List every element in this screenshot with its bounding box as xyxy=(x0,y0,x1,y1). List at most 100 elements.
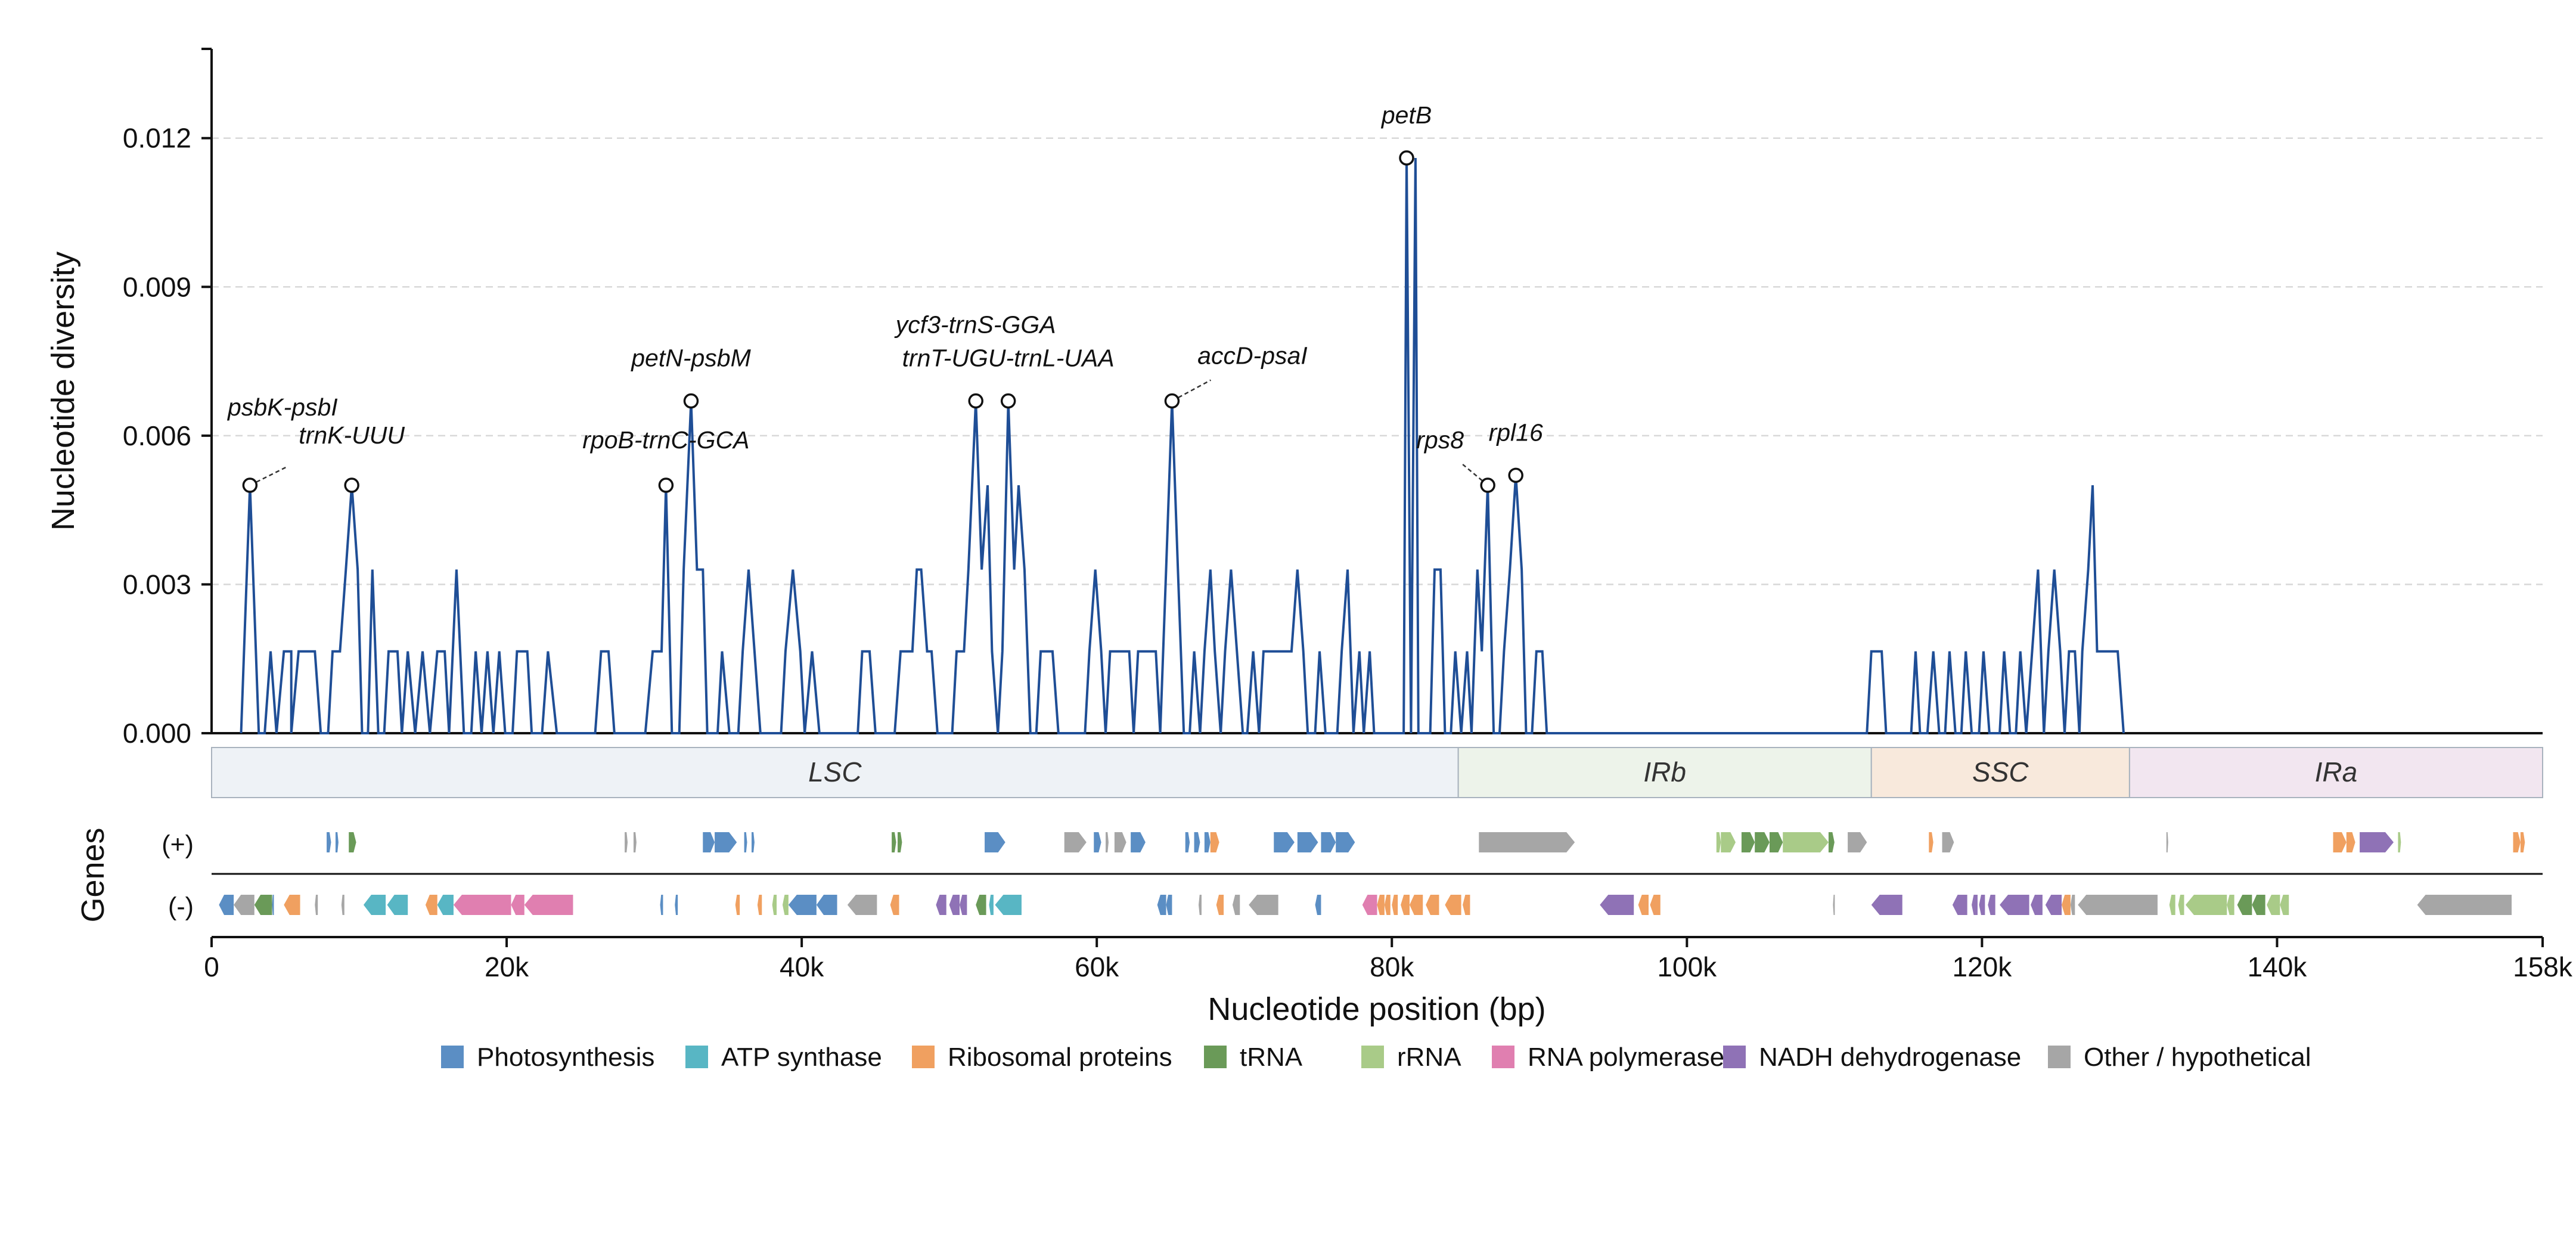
gene-arrow xyxy=(751,832,755,852)
legend-label: Photosynthesis xyxy=(477,1043,654,1072)
gene-arrow xyxy=(892,832,896,852)
peak-label: rps8 xyxy=(1416,426,1464,454)
peak-marker xyxy=(1000,393,1016,409)
gene-arrow xyxy=(715,832,737,852)
gene-arrow xyxy=(782,895,789,915)
gene-arrow xyxy=(363,895,386,915)
gene-arrow xyxy=(327,832,331,852)
x-ticks: 0 20k 40k 60k 80k 100k 120k 140k 158k xyxy=(204,937,2573,982)
gene-arrow xyxy=(1315,895,1321,915)
gene-arrow xyxy=(234,895,255,915)
gene-arrow xyxy=(660,895,663,915)
gene-arrow xyxy=(1828,832,1835,852)
x-tick-label: 40k xyxy=(780,951,824,982)
gene-arrow xyxy=(1106,832,1109,852)
gene-arrow xyxy=(2417,895,2512,915)
gene-arrow xyxy=(1972,895,1978,915)
plus-strand-label: (+) xyxy=(162,830,194,859)
gene-arrow xyxy=(1232,895,1240,915)
gene-arrow xyxy=(2045,895,2062,915)
legend-label: tRNA xyxy=(1240,1043,1303,1072)
gene-arrow xyxy=(2078,895,2158,915)
gene-arrow xyxy=(511,895,524,915)
gene-arrow xyxy=(816,895,837,915)
gene-arrow xyxy=(1479,832,1575,852)
gene-arrow xyxy=(1249,895,1278,915)
peak-label: ycf3-trnS-GGA xyxy=(894,311,1056,339)
gene-arrow xyxy=(524,895,573,915)
region-block xyxy=(1457,747,1872,798)
gene-arrow xyxy=(2252,895,2265,915)
gene-arrow xyxy=(625,832,628,852)
peak-marker xyxy=(968,393,983,409)
gene-arrow xyxy=(1741,832,1755,852)
minus-strand-label: (-) xyxy=(168,892,194,921)
gene-arrow xyxy=(437,895,454,915)
gene-arrow xyxy=(1721,832,1736,852)
x-tick-label: 158k xyxy=(2513,951,2573,982)
gene-arrow xyxy=(1638,895,1649,915)
legend-swatch xyxy=(2048,1046,2071,1068)
region-block xyxy=(211,747,1459,798)
gene-arrow xyxy=(2398,832,2401,852)
gene-arrow xyxy=(2185,895,2227,915)
region-label: IRa xyxy=(2315,756,2358,787)
region-label: LSC xyxy=(808,756,862,787)
legend-swatch xyxy=(441,1046,464,1068)
gene-arrow xyxy=(2070,895,2075,915)
gene-arrow xyxy=(2000,895,2029,915)
x-tick-label: 100k xyxy=(1657,951,1717,982)
legend-swatch xyxy=(685,1046,708,1068)
gene-arrow xyxy=(425,895,437,915)
legend-label: ATP synthase xyxy=(721,1043,882,1072)
y-ticks: 0.000 0.003 0.006 0.009 0.012 xyxy=(123,123,212,749)
gene-arrow xyxy=(1321,832,1336,852)
gene-arrow xyxy=(847,895,877,915)
gene-arrow xyxy=(335,832,339,852)
gene-arrow xyxy=(1166,895,1172,915)
gene-arrow xyxy=(2280,895,2289,915)
gene-arrow xyxy=(1988,895,1995,915)
gene-arrow xyxy=(744,832,747,852)
peak-label: petN-psbM xyxy=(630,345,751,372)
gene-arrow xyxy=(1377,895,1385,915)
gene-arrow xyxy=(1650,895,1661,915)
x-tick-label: 80k xyxy=(1370,951,1414,982)
gene-arrow xyxy=(1716,832,1721,852)
peak-marker xyxy=(658,477,674,493)
legend-label: Other / hypothetical xyxy=(2084,1043,2311,1072)
gene-arrow xyxy=(959,895,967,915)
gene-arrow xyxy=(788,895,817,915)
gene-arrow xyxy=(1131,832,1146,852)
gene-arrow xyxy=(1392,895,1398,915)
peak-marker xyxy=(1164,393,1180,409)
gene-arrow xyxy=(2031,895,2043,915)
gene-arrow xyxy=(349,832,356,852)
gene-arrow xyxy=(2178,895,2184,915)
gene-arrow xyxy=(772,895,777,915)
gene-arrow xyxy=(675,895,678,915)
y-tick-label: 0.003 xyxy=(123,569,191,600)
x-tick-label: 60k xyxy=(1075,951,1119,982)
legend-label: Ribosomal proteins xyxy=(948,1043,1172,1072)
peak-label: rpl16 xyxy=(1489,418,1543,446)
peak-marker xyxy=(1480,477,1495,493)
gene-arrow xyxy=(995,895,1022,915)
legend-label: rRNA xyxy=(1397,1043,1461,1072)
peak-label: petB xyxy=(1380,101,1432,129)
gene-arrow xyxy=(1210,832,1219,852)
x-tick-label: 20k xyxy=(485,951,529,982)
gene-arrow xyxy=(1929,832,1933,852)
legend-swatch xyxy=(1492,1046,1514,1068)
legend-swatch xyxy=(1204,1046,1227,1068)
gene-arrow xyxy=(2169,895,2175,915)
y-tick-label: 0.006 xyxy=(123,420,191,451)
gene-arrow xyxy=(2166,832,2168,852)
legend-label: NADH dehydrogenase xyxy=(1759,1043,2021,1072)
gene-arrow xyxy=(1336,832,1355,852)
gene-arrow xyxy=(985,832,1005,852)
peak-leader-line xyxy=(1462,464,1488,486)
legend-label: RNA polymerase xyxy=(1528,1043,1724,1072)
